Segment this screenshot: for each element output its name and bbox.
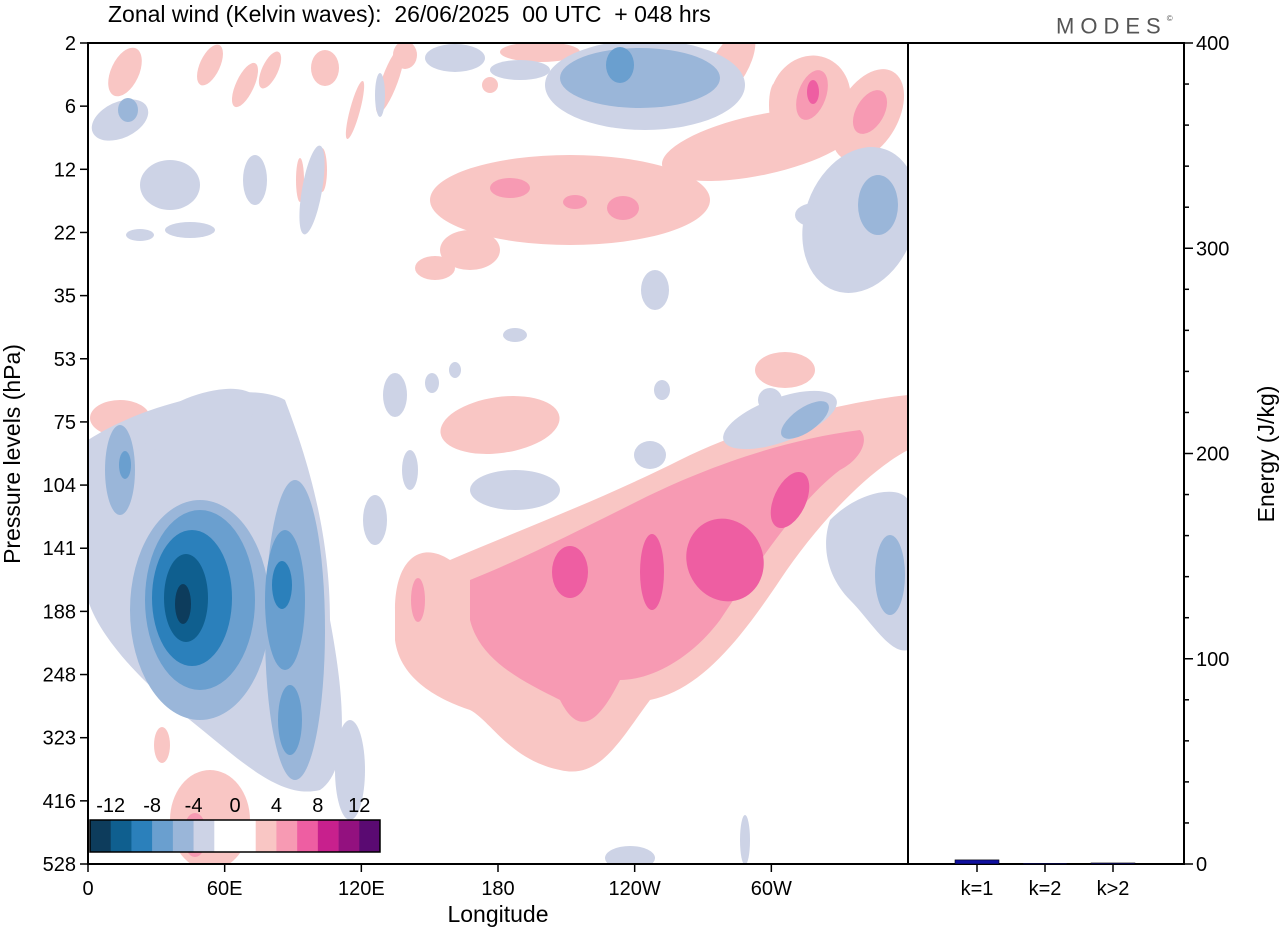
pressure-tick-label: 75 <box>54 412 76 434</box>
brand-mark: © <box>1166 14 1173 23</box>
energy-axis-title: Energy (J/kg) <box>1253 386 1279 523</box>
colorbar-swatch <box>172 820 194 852</box>
pressure-tick-label: 188 <box>43 601 76 623</box>
pressure-tick-label: 35 <box>54 286 76 308</box>
longitude-tick-label: 120E <box>338 878 385 900</box>
pressure-tick-label: 248 <box>43 665 76 687</box>
colorbar-label: 4 <box>271 795 282 817</box>
colorbar-swatch <box>152 820 174 852</box>
energy-category-label: k=2 <box>1029 878 1062 900</box>
colorbar-label: -4 <box>185 795 203 817</box>
contour-field <box>88 43 908 864</box>
positive-anomaly-band <box>395 395 908 772</box>
longitude-tick-label: 0 <box>82 878 93 900</box>
pressure-tick-label: 2 <box>65 33 76 55</box>
energy-category-label: k=1 <box>961 878 994 900</box>
energy-panel-frame <box>907 42 1185 865</box>
pressure-tick-label: 528 <box>43 854 76 876</box>
pressure-tick-label: 6 <box>65 96 76 118</box>
longitude-tick-label: 60W <box>751 878 792 900</box>
stratosphere-negative-core <box>118 43 898 235</box>
colorbar-swatch <box>235 820 257 852</box>
energy-tick-label: 0 <box>1196 854 1207 876</box>
longitude-tick-label: 120W <box>609 878 661 900</box>
negative-anomaly-west <box>88 392 365 820</box>
pressure-axis: 2 6 12 22 35 53 75 104 141 188 248 323 416 528 <box>43 33 88 876</box>
colorbar: -12 -8 -4 0 4 8 12 <box>89 795 381 853</box>
longitude-tick-label: 180 <box>481 878 514 900</box>
energy-tick-label: 300 <box>1196 238 1229 260</box>
pressure-tick-label: 12 <box>54 159 76 181</box>
brand-logo: MODES© <box>1056 10 1173 39</box>
colorbar-swatch <box>359 820 381 852</box>
longitude-tick-label: 60E <box>207 878 243 900</box>
energy-tick-label: 400 <box>1196 33 1229 55</box>
colorbar-swatch <box>131 820 153 852</box>
colorbar-swatch <box>214 820 236 852</box>
colorbar-label: 8 <box>312 795 323 817</box>
longitude-axis: 0 60E 120E 180 120W 60W <box>82 864 792 900</box>
pressure-tick-label: 323 <box>43 728 76 750</box>
colorbar-label: 12 <box>348 795 370 817</box>
pressure-tick-label: 141 <box>43 538 76 560</box>
brand-text: MODES <box>1056 13 1167 39</box>
energy-bars: k=1 k=2 k>2 <box>954 859 1136 900</box>
colorbar-swatch <box>338 820 360 852</box>
x-axis-title: Longitude <box>447 901 548 927</box>
colorbar-label: 0 <box>229 795 240 817</box>
y-axis-title: Pressure levels (hPa) <box>0 344 25 564</box>
colorbar-swatch <box>297 820 319 852</box>
colorbar-label: -12 <box>96 795 125 817</box>
pressure-tick-label: 416 <box>43 791 76 813</box>
colorbar-swatch <box>193 820 215 852</box>
colorbar-swatch <box>276 820 298 852</box>
pressure-tick-label: 104 <box>43 475 76 497</box>
colorbar-swatch <box>317 820 339 852</box>
colorbar-swatch <box>90 820 112 852</box>
colorbar-label: -8 <box>143 795 161 817</box>
energy-bar <box>954 859 1000 865</box>
energy-axis: 0 100 200 300 400 <box>1184 33 1229 876</box>
pressure-tick-label: 53 <box>54 349 76 371</box>
energy-bar <box>1090 862 1136 865</box>
pressure-tick-label: 22 <box>54 222 76 244</box>
colorbar-swatch <box>255 820 277 852</box>
colorbar-swatch <box>110 820 132 852</box>
energy-tick-label: 100 <box>1196 649 1229 671</box>
chart-title: Zonal wind (Kelvin waves): 26/06/2025 00… <box>108 1 711 27</box>
colorbar-frame <box>89 819 381 853</box>
energy-tick-label: 200 <box>1196 444 1229 466</box>
energy-category-label: k>2 <box>1097 878 1130 900</box>
negative-anomaly-east <box>142 388 908 651</box>
